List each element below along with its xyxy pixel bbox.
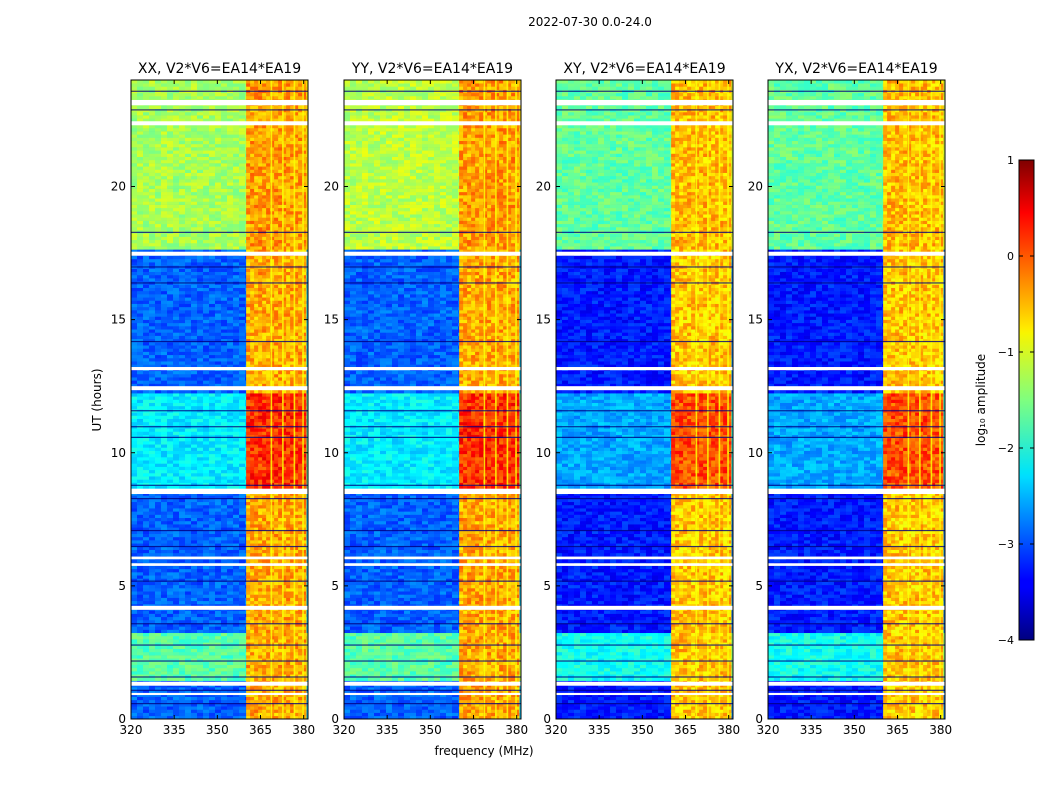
x-tick-label: 350: [843, 723, 866, 737]
panel-frame: [555, 79, 734, 720]
y-tick-label: 5: [331, 579, 339, 593]
colorbar-gradient: [1018, 159, 1035, 641]
panel-xy: XY, V2*V6=EA14*EA19 320 335 350 365 380 0 5 10 15…: [536, 61, 740, 737]
suptitle: 2022-07-30 0.0-24.0: [528, 15, 652, 29]
x-tick-label: 335: [588, 723, 611, 737]
x-axis-label: frequency (MHz): [434, 744, 533, 758]
y-tick-label: 20: [536, 180, 551, 194]
panel-frame: [343, 79, 522, 720]
x-tick-label: 380: [292, 723, 315, 737]
y-tick-label: 20: [111, 180, 126, 194]
x-tick-label: 335: [163, 723, 186, 737]
colorbar-tick-label: −3: [998, 538, 1014, 551]
y-tick-label: 15: [324, 313, 339, 327]
colorbar-tick-label: 0: [1007, 250, 1014, 263]
x-tick-label: 365: [886, 723, 909, 737]
x-tick-label: 320: [120, 723, 143, 737]
panel-frame: [130, 79, 309, 720]
y-tick-label: 10: [536, 446, 551, 460]
x-tick-label: 365: [674, 723, 697, 737]
heatmap-xy: [556, 80, 733, 719]
colorbar-tick-label: −4: [998, 634, 1014, 647]
panel-title: XY, V2*V6=EA14*EA19: [563, 61, 725, 77]
colorbar-ticks: 1 0 −1 −2 −3 −4: [998, 154, 1034, 647]
heatmap-yx: [768, 80, 945, 719]
x-tick-label: 365: [462, 723, 485, 737]
panel-title: YX, V2*V6=EA14*EA19: [774, 61, 937, 77]
x-tick-label: 320: [757, 723, 780, 737]
panel-yy: YY, V2*V6=EA14*EA19 320 335 350 365 380 0 5 10 15…: [324, 61, 528, 737]
heatmap-yy: [344, 80, 521, 719]
y-tick-label: 10: [748, 446, 763, 460]
panel-title: XX, V2*V6=EA14*EA19: [138, 61, 301, 77]
colorbar-tick-label: 1: [1007, 154, 1014, 167]
y-tick-label: 0: [755, 712, 763, 726]
heatmap-xx: [131, 80, 308, 719]
x-tick-label: 350: [419, 723, 442, 737]
x-tick-label: 380: [929, 723, 952, 737]
y-tick-label: 20: [748, 180, 763, 194]
y-axis-label: UT (hours): [90, 368, 104, 431]
colorbar-tick-label: −2: [998, 442, 1014, 455]
x-tick-label: 350: [206, 723, 229, 737]
x-tick-label: 350: [631, 723, 654, 737]
y-tick-label: 0: [331, 712, 339, 726]
y-tick-label: 0: [118, 712, 126, 726]
y-tick-label: 15: [536, 313, 551, 327]
x-tick-label: 335: [376, 723, 399, 737]
x-tick-label: 365: [249, 723, 272, 737]
y-tick-label: 10: [324, 446, 339, 460]
x-tick-label: 335: [800, 723, 823, 737]
x-tick-label: 320: [545, 723, 568, 737]
x-tick-label: 380: [505, 723, 528, 737]
panel-xx: XX, V2*V6=EA14*EA19 320 335 350 365 380 0 5 10 15…: [111, 61, 315, 737]
y-tick-label: 0: [543, 712, 551, 726]
x-tick-label: 320: [333, 723, 356, 737]
y-tick-label: 15: [111, 313, 126, 327]
y-tick-label: 20: [324, 180, 339, 194]
panel-yx: YX, V2*V6=EA14*EA19 320 335 350 365 380 0 5 10 15…: [748, 61, 952, 737]
panels: XX, V2*V6=EA14*EA19 320 335 350 365 380 0 5 10 15…: [111, 61, 952, 737]
y-tick-label: 5: [755, 579, 763, 593]
y-tick-label: 5: [118, 579, 126, 593]
colorbar-tick-label: −1: [998, 346, 1014, 359]
y-tick-label: 5: [543, 579, 551, 593]
y-tick-label: 15: [748, 313, 763, 327]
panel-frame: [767, 79, 946, 720]
y-tick-label: 10: [111, 446, 126, 460]
colorbar: 1 0 −1 −2 −3 −4 log₁₀ amplitude: [974, 154, 1035, 647]
colorbar-label: log₁₀ amplitude: [974, 354, 988, 446]
x-tick-label: 380: [717, 723, 740, 737]
panel-title: YY, V2*V6=EA14*EA19: [351, 61, 513, 77]
